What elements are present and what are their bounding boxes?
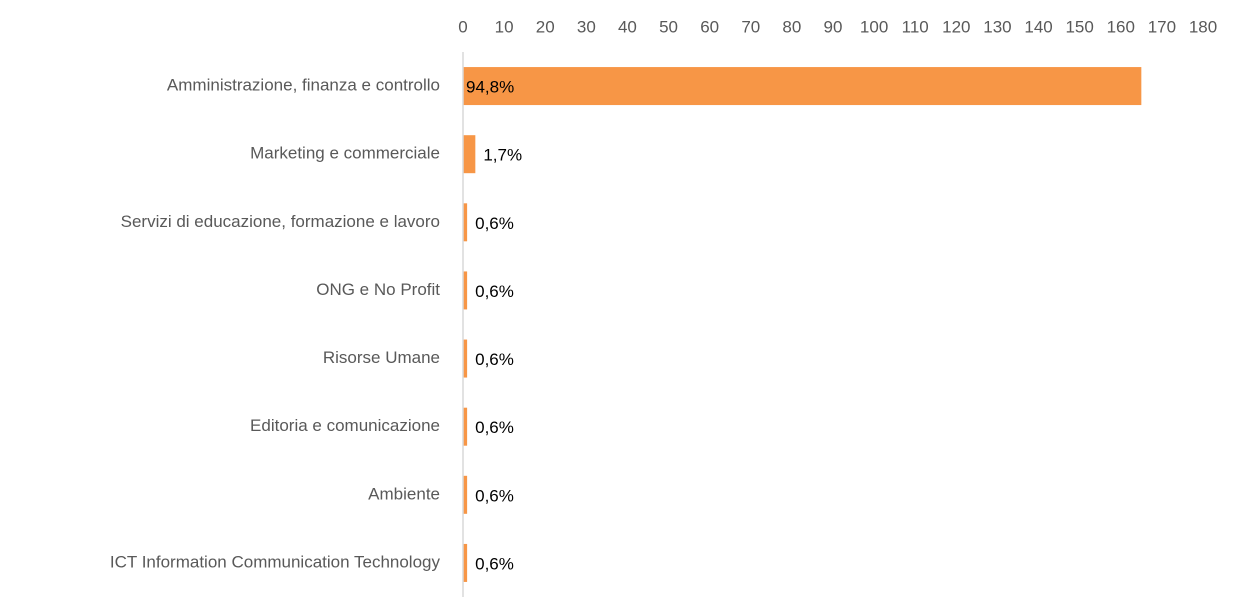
x-tick-label: 180 [1189, 17, 1217, 36]
x-tick-label: 40 [618, 17, 637, 36]
x-tick-label: 140 [1024, 17, 1052, 36]
x-tick-label: 170 [1148, 17, 1176, 36]
data-label: 0,6% [475, 350, 514, 369]
bar [463, 543, 468, 582]
x-tick-label: 110 [902, 17, 929, 36]
data-label: 0,6% [475, 418, 514, 437]
data-label: 0,6% [475, 554, 514, 573]
data-label: 0,6% [475, 214, 514, 233]
x-tick-label: 0 [458, 17, 467, 36]
x-tick-label: 30 [577, 17, 596, 36]
bar [463, 475, 468, 514]
data-label: 0,6% [475, 486, 514, 505]
y-tick-label: Ambiente [368, 484, 440, 503]
x-tick-label: 20 [536, 17, 555, 36]
x-tick-label: 120 [942, 17, 970, 36]
x-tick-label: 80 [782, 17, 801, 36]
x-tick-label: 130 [983, 17, 1011, 36]
y-tick-label: Amministrazione, finanza e controllo [167, 76, 440, 95]
x-tick-label: 10 [495, 17, 514, 36]
bar [463, 339, 468, 378]
x-tick-label: 150 [1065, 17, 1093, 36]
bar [463, 407, 468, 446]
x-tick-label: 100 [860, 17, 888, 36]
x-tick-label: 60 [700, 17, 719, 36]
x-tick-label: 70 [741, 17, 760, 36]
bar [463, 271, 468, 310]
y-tick-label: Servizi di educazione, formazione e lavo… [121, 212, 440, 231]
y-tick-label: ONG e No Profit [316, 280, 440, 299]
x-tick-label: 90 [824, 17, 843, 36]
x-tick-label: 160 [1107, 17, 1135, 36]
x-tick-label: 50 [659, 17, 678, 36]
data-label: 1,7% [483, 146, 522, 165]
bar [463, 67, 1142, 106]
bar [463, 203, 468, 242]
y-tick-label: Risorse Umane [323, 348, 440, 367]
bar [463, 135, 476, 174]
data-label: 94,8% [466, 78, 514, 97]
y-tick-label: Marketing e commerciale [250, 144, 440, 163]
y-tick-label: ICT Information Communication Technology [110, 552, 441, 571]
data-label: 0,6% [475, 282, 514, 301]
y-tick-label: Editoria e comunicazione [250, 416, 440, 435]
